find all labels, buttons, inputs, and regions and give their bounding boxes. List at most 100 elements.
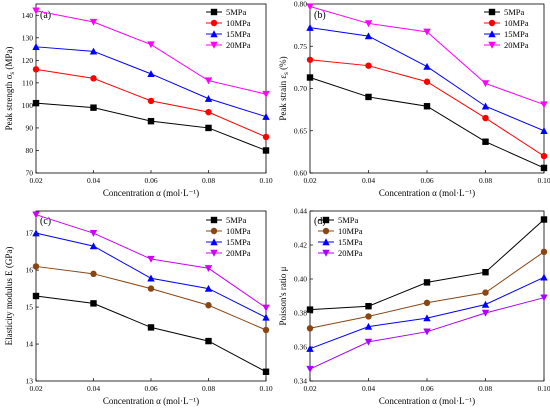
y-tick-label: 14 — [26, 340, 34, 349]
series-20MPa — [306, 3, 548, 109]
y-tick-label: 0.60 — [294, 169, 307, 178]
y-tick-label: 15 — [26, 303, 34, 312]
panel-tag: (a) — [40, 10, 51, 21]
data-point — [262, 304, 270, 312]
series-5MPa — [306, 216, 548, 313]
y-tick-label: 110 — [22, 78, 33, 87]
panel-tag: (c) — [40, 216, 51, 227]
x-tick-label: 0.10 — [259, 384, 272, 393]
y-tick-label: 120 — [22, 56, 34, 65]
legend-marker — [210, 238, 218, 246]
legend-marker — [210, 30, 218, 38]
data-point — [423, 28, 431, 36]
data-point — [540, 164, 548, 172]
x-tick-label: 0.04 — [362, 384, 375, 393]
series-15MPa — [32, 43, 270, 120]
y-tick-label: 13 — [26, 377, 34, 386]
data-point — [540, 152, 548, 160]
data-point — [423, 103, 431, 110]
legend-marker — [210, 227, 218, 235]
data-point — [262, 133, 270, 141]
data-point — [306, 306, 314, 313]
legend-entry: 20MPa — [226, 248, 251, 258]
y-tick-label: 0.75 — [294, 42, 307, 51]
data-point — [204, 94, 213, 102]
panel-1: 0.02 0.04 0.06 0.08 0.10 0.60 0.65 0.70 0.75 0.80… — [278, 0, 550, 198]
y-tick-label: 0.42 — [294, 241, 307, 250]
data-point — [32, 99, 40, 107]
data-point — [423, 279, 431, 286]
data-point — [262, 90, 270, 98]
data-point — [262, 326, 270, 334]
data-point — [32, 229, 40, 237]
data-point — [306, 56, 314, 63]
legend-entry: 10MPa — [226, 18, 251, 28]
legend-entry: 10MPa — [338, 226, 363, 236]
series-15MPa — [306, 273, 548, 352]
data-point — [89, 242, 98, 250]
y-tick-label: 0.44 — [294, 207, 307, 216]
data-point — [365, 93, 372, 101]
panel-tag: (d) — [314, 216, 326, 227]
legend-entry: 5MPa — [226, 7, 247, 17]
y-tick-label: 0.38 — [294, 309, 307, 318]
legend-marker — [210, 19, 218, 27]
x-axis-title: Concentration α (mol·L⁻¹) — [379, 188, 475, 198]
panel-3: 0.02 0.04 0.06 0.08 0.10 0.34 0.36 0.38 0.40 0.42… — [278, 207, 550, 407]
legend-marker — [322, 227, 330, 235]
data-point — [482, 114, 489, 122]
data-point — [32, 263, 40, 270]
series-15MPa — [306, 23, 548, 134]
x-tick-label: 0.04 — [87, 176, 100, 185]
data-point — [540, 101, 548, 109]
legend-marker — [488, 41, 496, 49]
data-point — [90, 270, 97, 278]
y-tick-label: 0.40 — [294, 275, 307, 284]
x-tick-label: 0.06 — [144, 384, 157, 393]
x-tick-label: 0.10 — [259, 176, 272, 185]
data-point — [482, 289, 489, 296]
data-point — [540, 294, 548, 302]
data-point — [306, 325, 314, 332]
legend-entry: 20MPa — [504, 40, 529, 50]
data-point — [482, 269, 489, 276]
x-tick-label: 0.02 — [29, 384, 42, 393]
data-point — [32, 66, 40, 73]
data-point — [540, 216, 548, 223]
y-tick-label: 0.36 — [294, 343, 307, 352]
series-line — [35, 295, 267, 373]
data-point — [205, 302, 212, 309]
y-tick-label: 17 — [26, 229, 34, 238]
series-20MPa — [32, 7, 270, 98]
x-tick-label: 0.06 — [420, 176, 433, 185]
y-tick-label: 100 — [22, 101, 34, 110]
data-point — [364, 20, 373, 28]
x-tick-label: 0.02 — [303, 176, 316, 185]
legend-entry: 10MPa — [226, 226, 251, 236]
data-point — [423, 62, 431, 70]
series-10MPa — [306, 56, 548, 160]
data-point — [481, 80, 490, 88]
y-tick-label: 80 — [26, 146, 34, 155]
y-tick-label: 70 — [26, 169, 34, 178]
legend-entry: 20MPa — [338, 248, 363, 258]
data-point — [89, 18, 98, 26]
series-5MPa — [32, 292, 270, 375]
data-point — [481, 102, 490, 110]
data-point — [262, 313, 270, 321]
y-tick-label: 90 — [26, 123, 34, 132]
data-point — [204, 77, 213, 85]
data-point — [32, 292, 40, 300]
data-point — [306, 365, 314, 373]
series-10MPa — [306, 248, 548, 332]
legend-marker — [488, 30, 496, 38]
x-tick-label: 0.08 — [479, 384, 492, 393]
panel-2: 0.02 0.04 0.06 0.08 0.10 13 14 15 16 17 Concentrat… — [4, 210, 273, 406]
data-point — [482, 138, 489, 145]
y-tick-label: 0.65 — [294, 126, 307, 135]
y-axis-title: Poisson's ratio μ — [278, 266, 288, 325]
y-axis-title: Peak strain εs (%) — [278, 56, 290, 120]
